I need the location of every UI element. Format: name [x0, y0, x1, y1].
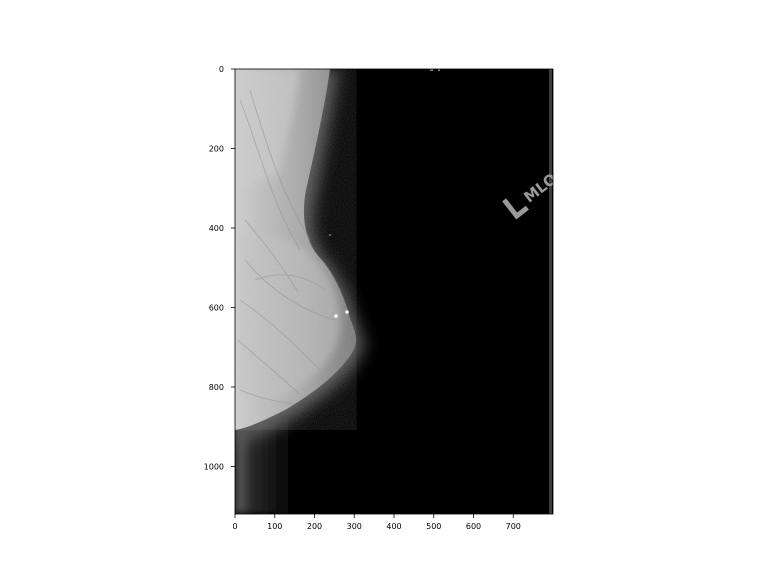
- mammogram-image: MLO: [235, 69, 553, 514]
- y-tick-label: 400: [209, 224, 224, 233]
- x-tick-label: 100: [267, 522, 282, 531]
- y-tick-label: 0: [219, 65, 224, 74]
- y-tick: 0: [219, 65, 235, 74]
- y-axis: 0 200 400 600 800 1000: [204, 65, 235, 472]
- x-tick: 200: [307, 514, 322, 531]
- y-tick: 200: [209, 145, 235, 154]
- y-tick-label: 600: [209, 304, 224, 313]
- x-tick: 0: [232, 514, 238, 531]
- bright-spot: [345, 310, 349, 314]
- x-tick-label: 500: [426, 522, 441, 531]
- tissue-texture: [235, 69, 357, 430]
- detector-edge: [549, 69, 552, 514]
- x-tick-label: 400: [386, 522, 401, 531]
- x-tick-label: 600: [466, 522, 481, 531]
- y-tick-label: 200: [209, 145, 224, 154]
- x-tick: 600: [466, 514, 481, 531]
- x-tick: 700: [506, 514, 521, 531]
- x-tick: 500: [426, 514, 441, 531]
- y-tick: 800: [209, 383, 235, 392]
- bright-spot: [334, 314, 338, 318]
- top-specks: [438, 69, 440, 71]
- y-tick: 600: [209, 304, 235, 313]
- laterality-marker-L: [502, 198, 529, 220]
- y-tick-label: 1000: [204, 463, 224, 472]
- y-tick-label: 800: [209, 383, 224, 392]
- x-tick-label: 300: [347, 522, 362, 531]
- x-tick: 100: [267, 514, 282, 531]
- y-tick: 1000: [204, 463, 235, 472]
- x-tick-label: 700: [506, 522, 521, 531]
- faint-spot: [329, 234, 331, 236]
- x-tick: 400: [386, 514, 402, 531]
- x-axis: 0 100 200 300 400 500 600 700: [232, 514, 521, 531]
- x-tick-label: 0: [232, 522, 237, 531]
- x-tick-label: 200: [307, 522, 322, 531]
- x-tick: 300: [347, 514, 362, 531]
- top-specks: [430, 69, 433, 71]
- y-tick: 400: [209, 224, 235, 233]
